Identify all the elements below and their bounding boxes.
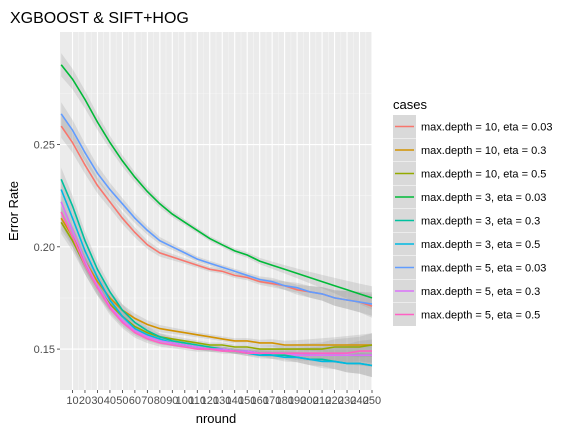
x-tick-label: 120 <box>201 395 219 407</box>
y-axis-title: Error Rate <box>6 181 21 241</box>
legend-items: max.depth = 10, eta = 0.03 max.depth = 10… <box>393 115 552 326</box>
legend-item: max.depth = 5, eta = 0.03 <box>393 256 546 279</box>
x-tick-label: 160 <box>251 395 269 407</box>
legend-item: max.depth = 10, eta = 0.3 <box>393 138 546 162</box>
legend-item: max.depth = 10, eta = 0.03 <box>393 115 552 138</box>
x-tick-label: 200 <box>300 395 318 407</box>
legend-label: max.depth = 10, eta = 0.5 <box>421 169 546 181</box>
x-axis-title: nround <box>196 411 236 426</box>
x-tick-label: 240 <box>350 395 368 407</box>
x-tick-label: 70 <box>141 395 153 407</box>
legend-item: max.depth = 5, eta = 0.5 <box>393 303 540 326</box>
legend-item: max.depth = 3, eta = 0.3 <box>393 209 540 232</box>
x-tick-label: 210 <box>313 395 331 407</box>
x-tick-label: 100 <box>176 395 194 407</box>
x-tick-label: 80 <box>154 395 166 407</box>
legend-item: max.depth = 5, eta = 0.3 <box>393 279 540 303</box>
series-line <box>60 211 372 355</box>
x-tick-label: 40 <box>104 395 116 407</box>
legend: cases max.depth = 10, eta = 0.03max.dept… <box>393 97 552 326</box>
legend-label: max.depth = 10, eta = 0.3 <box>421 145 546 157</box>
y-axis: 0.15 0.20 0.25 <box>34 140 60 356</box>
x-tick-label: 150 <box>238 395 256 407</box>
confidence-band <box>61 102 372 316</box>
legend-label: max.depth = 3, eta = 0.5 <box>421 239 540 251</box>
legend-label: max.depth = 5, eta = 0.5 <box>421 310 540 322</box>
y-tick-label: 0.20 <box>34 242 55 254</box>
x-tick-label: 90 <box>166 395 178 407</box>
x-tick-label: 130 <box>213 395 231 407</box>
x-axis: 10 20 30 40 50 60 70 80 901001101201301401501601… <box>66 390 381 407</box>
series-lines <box>60 64 373 367</box>
confidence-band <box>61 206 372 357</box>
series-line <box>60 201 372 357</box>
x-tick-label: 110 <box>189 395 207 407</box>
x-tick-label: 50 <box>116 395 128 407</box>
chart-title: XGBOOST & SIFT+HOG <box>10 10 189 27</box>
x-tick-label: 250 <box>363 395 381 407</box>
x-tick-label: 190 <box>288 395 306 407</box>
y-tick-label: 0.25 <box>34 140 55 152</box>
series-line <box>60 178 373 367</box>
x-tick-label: 30 <box>91 395 103 407</box>
series-line <box>60 221 373 350</box>
legend-label: max.depth = 10, eta = 0.03 <box>421 122 552 134</box>
confidence-band <box>61 177 372 378</box>
series-line <box>60 113 373 305</box>
legend-title: cases <box>393 97 427 112</box>
confidence-band <box>61 190 372 367</box>
x-tick-label: 220 <box>325 395 343 407</box>
x-tick-label: 60 <box>129 395 141 407</box>
series-line <box>60 217 372 346</box>
confidence-band <box>61 210 372 358</box>
x-tick-label: 140 <box>226 395 244 407</box>
plot-area <box>60 32 373 390</box>
confidence-band <box>61 114 372 318</box>
x-tick-label: 180 <box>275 395 293 407</box>
legend-item: max.depth = 3, eta = 0.5 <box>393 232 540 256</box>
legend-label: max.depth = 3, eta = 0.03 <box>421 192 546 204</box>
legend-item: max.depth = 10, eta = 0.5 <box>393 162 546 185</box>
confidence-band <box>61 53 372 310</box>
series-line <box>60 64 373 299</box>
legend-label: max.depth = 5, eta = 0.3 <box>421 286 540 298</box>
legend-label: max.depth = 3, eta = 0.3 <box>421 216 540 228</box>
legend-item: max.depth = 3, eta = 0.03 <box>393 185 546 209</box>
x-tick-label: 10 <box>66 395 78 407</box>
y-tick-label: 0.15 <box>34 344 55 356</box>
x-tick-label: 230 <box>338 395 356 407</box>
x-tick-label: 20 <box>79 395 91 407</box>
x-tick-label: 170 <box>263 395 281 407</box>
legend-label: max.depth = 5, eta = 0.03 <box>421 263 546 275</box>
